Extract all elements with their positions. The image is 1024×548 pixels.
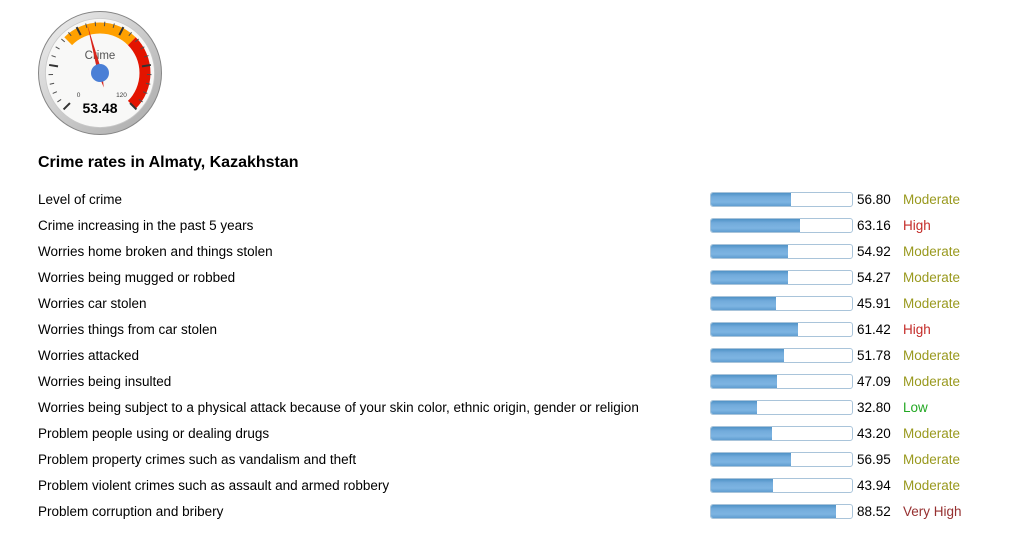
- stat-bar-track: [710, 322, 853, 337]
- stat-bar-fill: [711, 505, 836, 518]
- stat-value: 45.91: [857, 296, 903, 311]
- stat-value: 43.20: [857, 426, 903, 441]
- stat-label: Worries being subject to a physical atta…: [38, 400, 710, 415]
- stat-bar-fill: [711, 271, 788, 284]
- stat-label: Worries home broken and things stolen: [38, 244, 710, 259]
- stat-label: Problem property crimes such as vandalis…: [38, 452, 710, 467]
- gauge-title: Crime: [85, 50, 116, 62]
- stat-bar-fill: [711, 375, 777, 388]
- stat-bar-track: [710, 270, 853, 285]
- stat-label: Worries being insulted: [38, 374, 710, 389]
- gauge-min-label: 0: [77, 92, 81, 99]
- stat-bar-track: [710, 400, 853, 415]
- stat-bar-fill: [711, 349, 784, 362]
- stat-value: 54.92: [857, 244, 903, 259]
- stat-label: Crime increasing in the past 5 years: [38, 218, 710, 233]
- stat-bar-track: [710, 244, 853, 259]
- stat-bar-fill: [711, 479, 773, 492]
- gauge-max-label: 120: [116, 92, 127, 99]
- stat-rating: Moderate: [903, 244, 1013, 259]
- stat-bar-fill: [711, 297, 776, 310]
- stat-label: Problem violent crimes such as assault a…: [38, 478, 710, 493]
- stat-value: 61.42: [857, 322, 903, 337]
- stat-value: 63.16: [857, 218, 903, 233]
- stat-value: 56.80: [857, 192, 903, 207]
- stat-value: 32.80: [857, 400, 903, 415]
- stat-label: Worries being mugged or robbed: [38, 270, 710, 285]
- crime-stat-row: Worries being subject to a physical atta…: [38, 394, 1013, 420]
- stat-label: Worries things from car stolen: [38, 322, 710, 337]
- stat-value: 88.52: [857, 504, 903, 519]
- stat-bar-fill: [711, 323, 798, 336]
- stat-rating: Moderate: [903, 374, 1013, 389]
- stat-rating: Moderate: [903, 478, 1013, 493]
- stat-bar-track: [710, 504, 853, 519]
- crime-stat-row: Problem people using or dealing drugs 43.…: [38, 420, 1013, 446]
- stat-rating: High: [903, 218, 1013, 233]
- gauge-hub: [91, 64, 109, 82]
- stat-bar-track: [710, 452, 853, 467]
- stat-rating: Moderate: [903, 270, 1013, 285]
- stat-rating: Moderate: [903, 452, 1013, 467]
- stat-label: Level of crime: [38, 192, 710, 207]
- stat-bar-track: [710, 296, 853, 311]
- gauge-major-tick: [142, 65, 151, 66]
- stat-bar-track: [710, 478, 853, 493]
- stat-value: 56.95: [857, 452, 903, 467]
- stat-bar-fill: [711, 401, 757, 414]
- stat-value: 51.78: [857, 348, 903, 363]
- page-title: Crime rates in Almaty, Kazakhstan: [38, 153, 1024, 173]
- stat-bar-track: [710, 426, 853, 441]
- stat-rating: Moderate: [903, 192, 1013, 207]
- stat-bar-fill: [711, 219, 800, 232]
- stat-bar-track: [710, 192, 853, 207]
- stat-bar-fill: [711, 453, 791, 466]
- crime-stat-row: Problem property crimes such as vandalis…: [38, 446, 1013, 472]
- stat-value: 47.09: [857, 374, 903, 389]
- stat-rating: Low: [903, 400, 1013, 415]
- crime-stat-row: Worries home broken and things stolen 54.…: [38, 238, 1013, 264]
- stat-value: 54.27: [857, 270, 903, 285]
- stat-label: Problem corruption and bribery: [38, 504, 710, 519]
- stat-bar-track: [710, 218, 853, 233]
- stat-rating: Moderate: [903, 348, 1013, 363]
- stat-bar-fill: [711, 193, 791, 206]
- stat-rating: Moderate: [903, 296, 1013, 311]
- stat-value: 43.94: [857, 478, 903, 493]
- crime-gauge: 0 120 Crime 53.48: [37, 10, 163, 136]
- stat-rating: Moderate: [903, 426, 1013, 441]
- crime-stat-row: Crime increasing in the past 5 years 63.1…: [38, 212, 1013, 238]
- stat-bar-fill: [711, 427, 772, 440]
- stat-label: Worries attacked: [38, 348, 710, 363]
- crime-stat-row: Problem violent crimes such as assault a…: [38, 472, 1013, 498]
- stat-bar-track: [710, 374, 853, 389]
- gauge-major-tick: [49, 65, 58, 66]
- stat-bar-fill: [711, 245, 788, 258]
- gauge-value: 53.48: [82, 100, 117, 116]
- stat-bar-track: [710, 348, 853, 363]
- stat-rating: Very High: [903, 504, 1013, 519]
- stat-rating: High: [903, 322, 1013, 337]
- stat-label: Worries car stolen: [38, 296, 710, 311]
- crime-gauge-widget: 0 120 Crime 53.48: [37, 10, 163, 136]
- stat-label: Problem people using or dealing drugs: [38, 426, 710, 441]
